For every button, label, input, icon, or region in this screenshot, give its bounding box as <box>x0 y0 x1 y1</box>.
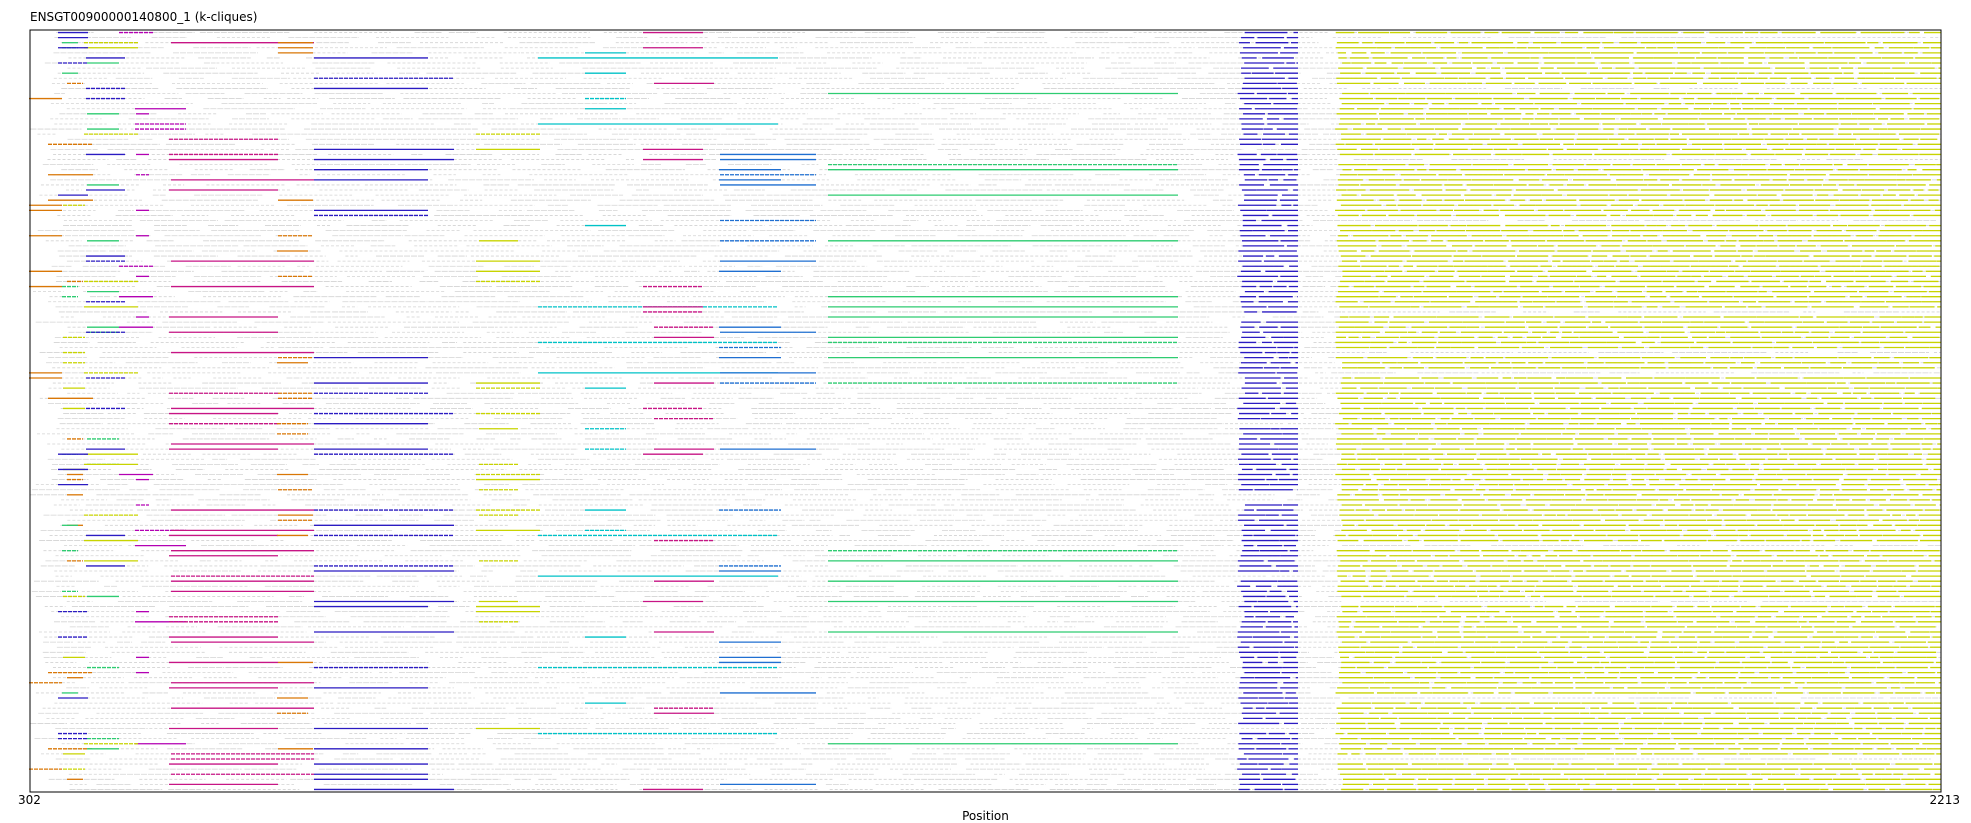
clique-track-magenta-right <box>643 33 714 790</box>
clique-track-green-left <box>62 43 119 749</box>
clique-track-blue-left <box>58 33 125 739</box>
clique-track-yellow-left <box>63 43 138 769</box>
clique-track-yellow-block <box>1335 33 1941 790</box>
background-alignment-lines <box>30 33 1941 790</box>
clique-track-orange-mid <box>277 43 313 749</box>
clique-track-magenta-mid <box>169 43 314 785</box>
clique-track-indigo-block <box>1237 33 1298 790</box>
clique-track-orange-left <box>29 83 93 779</box>
clique-track-yellow-mid <box>476 134 540 728</box>
